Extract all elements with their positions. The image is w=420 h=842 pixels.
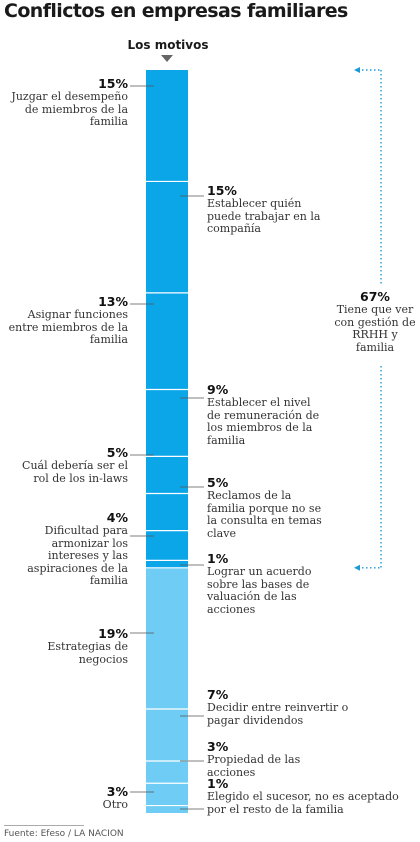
segment-value: 5% xyxy=(106,445,128,460)
chart-title: Conflictos en empresas familiares xyxy=(4,0,348,22)
bar-segment-4 xyxy=(146,389,188,457)
segment-value: 15% xyxy=(207,183,237,198)
bar-segment-3 xyxy=(146,292,188,390)
bar-segment-6 xyxy=(146,493,188,531)
segment-category: Otro xyxy=(102,798,128,811)
segment-label-9: 19% Estrategias de negocios xyxy=(4,627,128,666)
segment-value: 19% xyxy=(98,626,128,641)
source-note: Fuente: Efeso / LA NACION xyxy=(4,829,124,839)
segment-category: Reclamos de la familia porque no se la c… xyxy=(207,489,322,540)
segment-label-2: 15% Establecer quién puede trabajar en la… xyxy=(207,184,322,236)
segment-value: 5% xyxy=(207,475,229,490)
segment-value: 15% xyxy=(98,76,128,91)
bracket-arrow-top-icon xyxy=(354,67,360,73)
segment-label-7: 4% Dificultad para armonizar los interese… xyxy=(4,511,128,588)
bar-segment-13 xyxy=(146,805,188,813)
segment-label-8: 1% Lograr un acuerdo sobre las bases de v… xyxy=(207,552,322,616)
bar-segment-12 xyxy=(146,783,188,806)
column-title: Los motivos xyxy=(127,38,209,52)
bracket-value: 67% xyxy=(360,289,390,304)
segment-category: Elegido el sucesor, no es aceptado por e… xyxy=(207,790,399,816)
segment-value: 13% xyxy=(98,294,128,309)
bar-segment-10 xyxy=(146,708,188,761)
segment-label-11: 3% Propiedad de las acciones xyxy=(207,740,322,779)
segment-category: Propiedad de las acciones xyxy=(207,753,301,779)
segment-value: 3% xyxy=(106,784,128,799)
segment-value: 4% xyxy=(106,510,128,525)
segment-value: 1% xyxy=(207,776,229,791)
segment-category: Establecer el nivel de remuneración de l… xyxy=(207,396,320,447)
segment-label-4: 9% Establecer el nivel de remuneración de… xyxy=(207,383,322,447)
bar-segment-9 xyxy=(146,567,188,709)
bracket-arrow-bottom-icon xyxy=(354,564,360,571)
segment-label-5: 5% Cuál debería ser el rol de los in-laws xyxy=(4,446,128,485)
bar-segment-11 xyxy=(146,760,188,784)
segment-label-6: 5% Reclamos de la familia porque no se la… xyxy=(207,476,322,540)
segment-label-12: 3% Otro xyxy=(4,785,128,812)
bar-segment-5 xyxy=(146,456,188,494)
segment-label-1: 15% Juzgar el desempeño de miembros de la… xyxy=(4,77,128,129)
segment-label-10: 7% Decidir entre reinvertir o pagar divid… xyxy=(207,688,357,727)
bar-segment-7 xyxy=(146,530,188,561)
segment-value: 7% xyxy=(207,687,229,702)
segment-value: 1% xyxy=(207,551,229,566)
bracket-annotation: 67% Tiene que ver con gestión de RRHH y … xyxy=(332,290,418,354)
segment-category: Estrategias de negocios xyxy=(47,640,128,666)
segment-label-3: 13% Asignar funciones entre miembros de l… xyxy=(4,295,128,347)
segment-value: 3% xyxy=(207,739,229,754)
segment-category: Juzgar el desempeño de miembros de la fa… xyxy=(11,90,128,128)
segment-category: Cuál debería ser el rol de los in-laws xyxy=(22,459,128,485)
down-arrow-icon xyxy=(161,55,173,62)
segment-category: Asignar funciones entre miembros de la f… xyxy=(8,308,128,346)
bracket-text: Tiene que ver con gestión de RRHH y fami… xyxy=(334,303,416,354)
bar-segment-2 xyxy=(146,181,188,293)
bar-segment-8 xyxy=(146,560,188,568)
segment-category: Establecer quién puede trabajar en la co… xyxy=(207,197,321,235)
segment-category: Decidir entre reinvertir o pagar dividen… xyxy=(207,701,349,727)
segment-value: 9% xyxy=(207,382,229,397)
segment-category: Lograr un acuerdo sobre las bases de val… xyxy=(207,565,312,616)
segment-category: Dificultad para armonizar los intereses … xyxy=(27,524,128,587)
source-divider xyxy=(4,825,84,826)
bar-segment-1 xyxy=(146,70,188,182)
segment-label-13: 1% Elegido el sucesor, no es aceptado por… xyxy=(207,777,412,816)
